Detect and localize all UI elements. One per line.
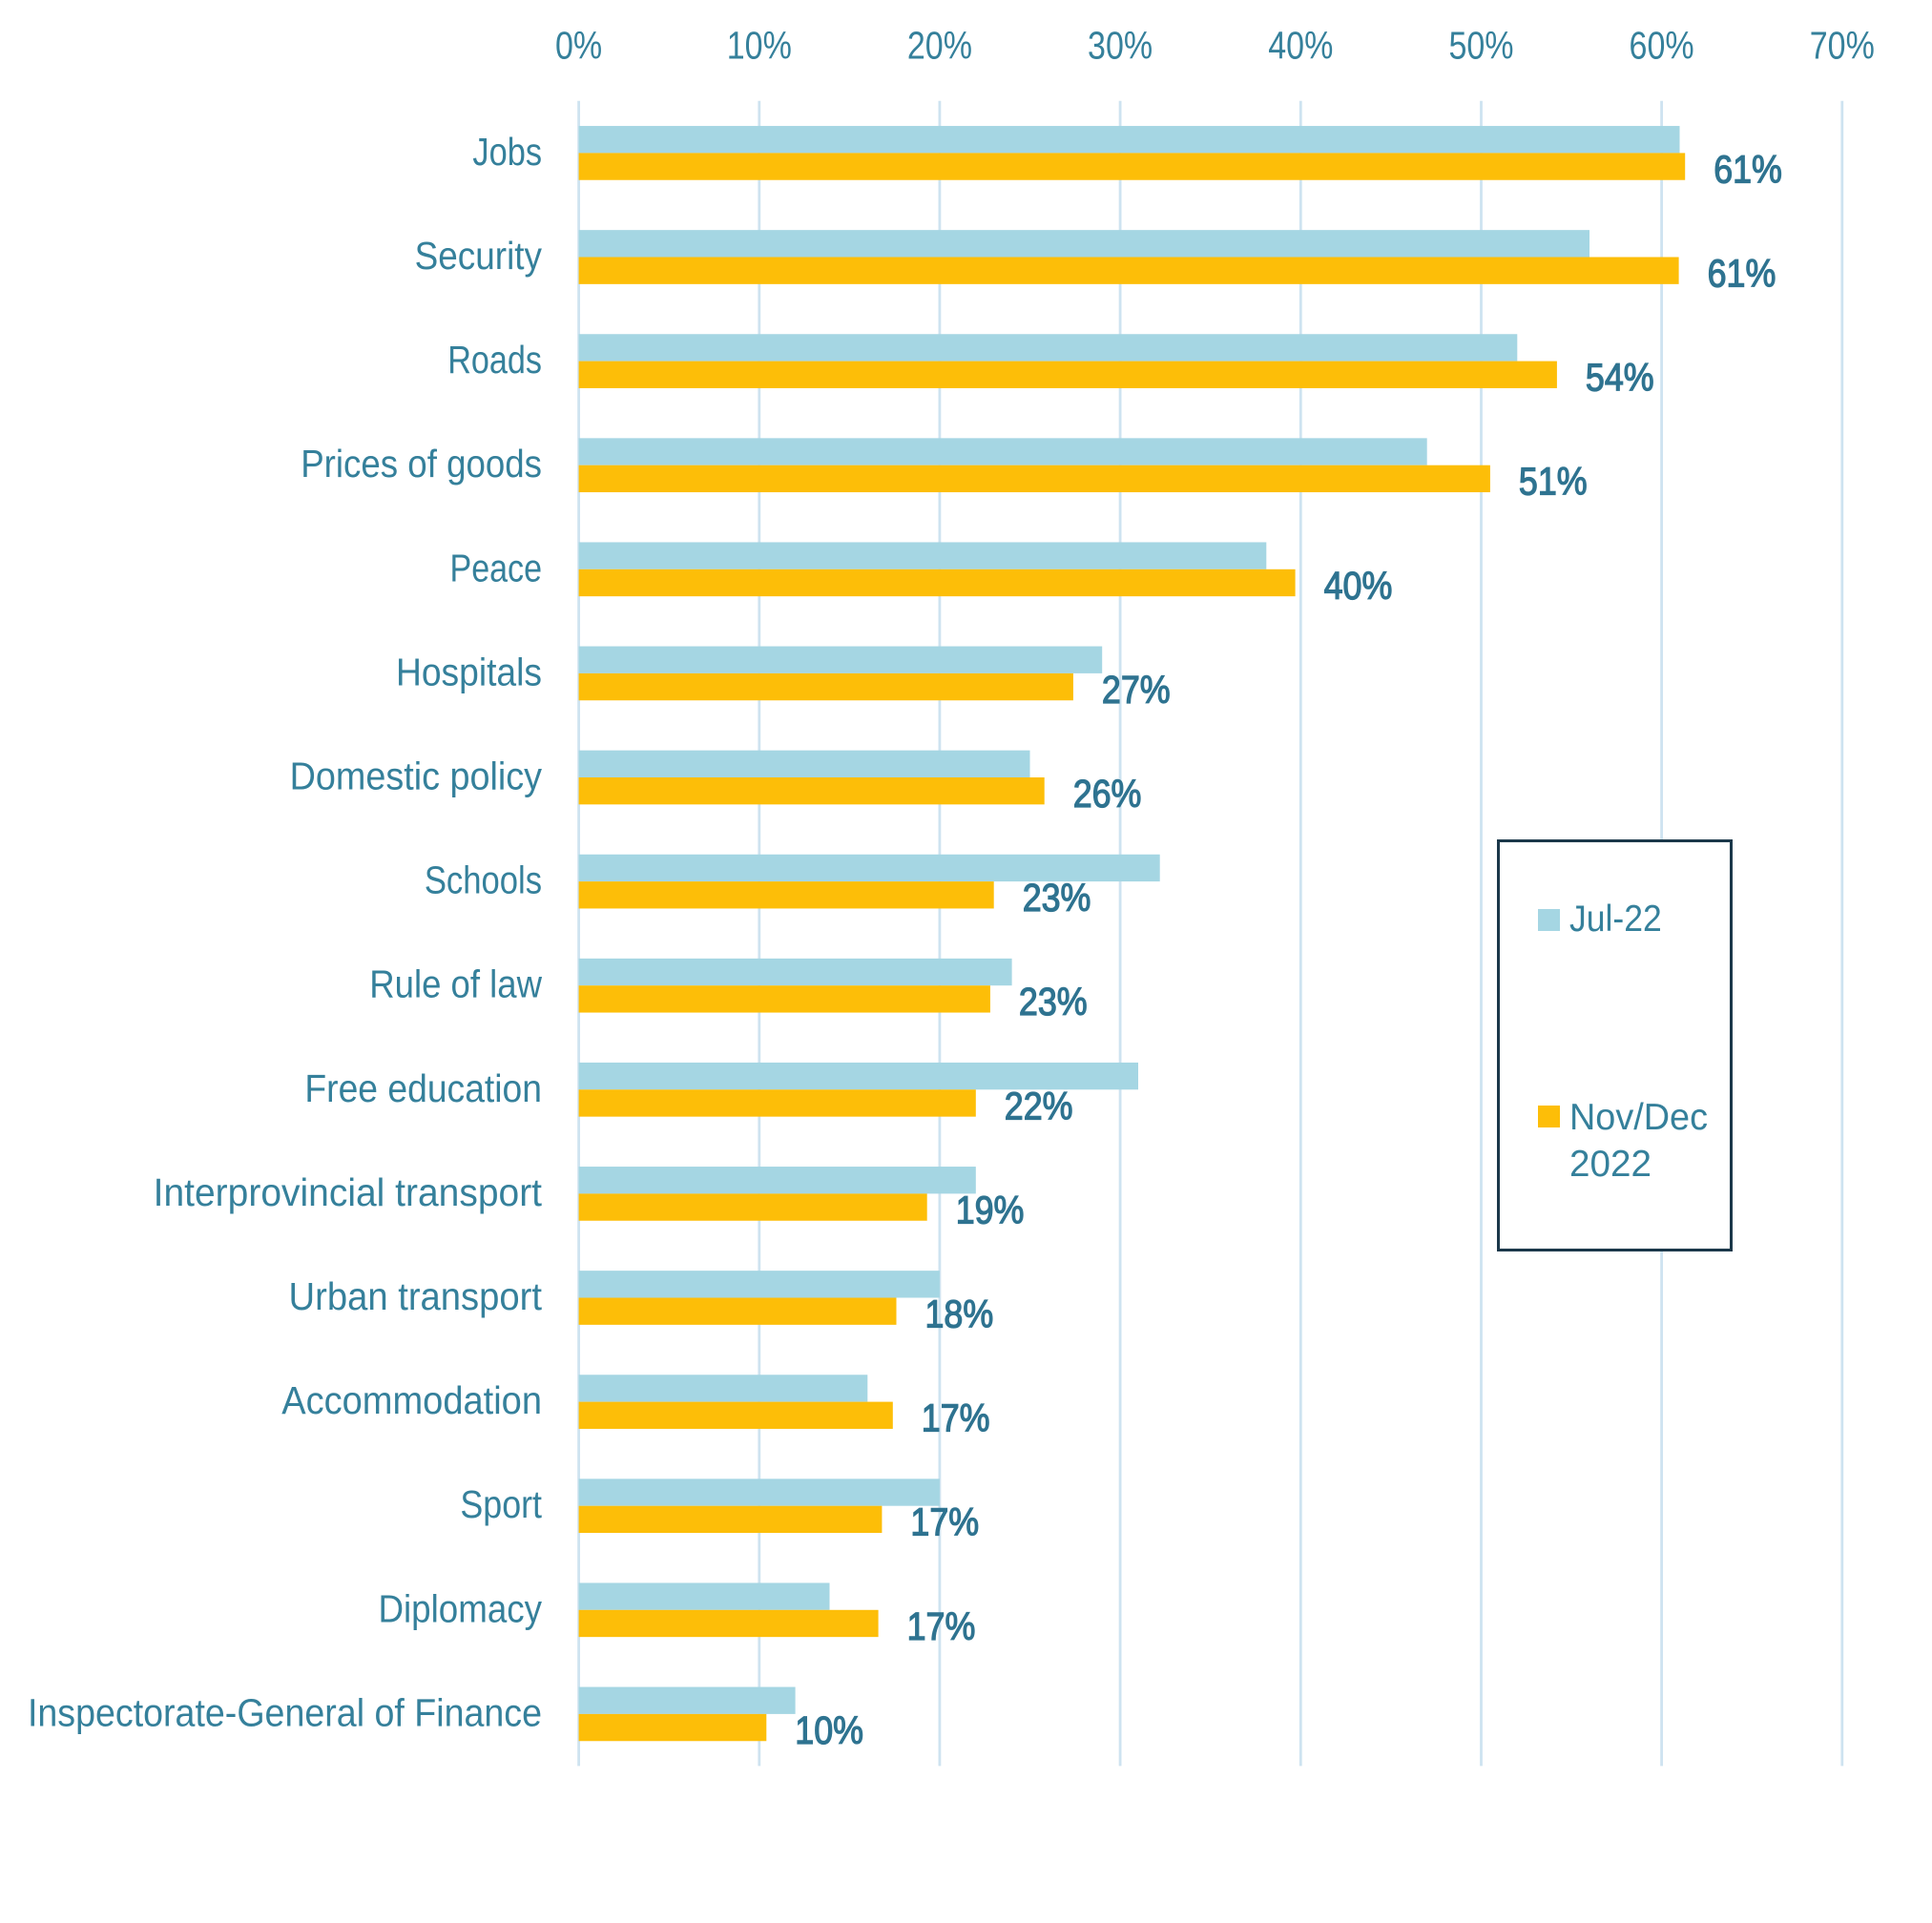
svg-text:23%: 23% (1019, 981, 1088, 1024)
svg-text:17%: 17% (907, 1605, 976, 1649)
svg-text:Inspectorate-General of Financ: Inspectorate-General of Finance (28, 1691, 542, 1735)
svg-text:40%: 40% (1268, 24, 1333, 68)
svg-text:27%: 27% (1102, 669, 1171, 713)
svg-text:Sport: Sport (460, 1483, 542, 1527)
svg-text:Schools: Schools (425, 859, 542, 902)
svg-text:51%: 51% (1519, 460, 1588, 504)
svg-text:Domestic policy: Domestic policy (290, 755, 543, 798)
svg-text:61%: 61% (1714, 148, 1782, 192)
svg-text:Jul-22: Jul-22 (1569, 897, 1662, 939)
svg-text:60%: 60% (1630, 24, 1694, 68)
svg-text:Roads: Roads (447, 338, 542, 382)
svg-text:10%: 10% (727, 24, 792, 68)
svg-text:20%: 20% (907, 24, 972, 68)
svg-text:10%: 10% (795, 1709, 863, 1753)
svg-text:Urban transport: Urban transport (289, 1275, 542, 1319)
svg-text:0%: 0% (555, 24, 602, 68)
svg-text:Hospitals: Hospitals (396, 651, 542, 694)
svg-text:17%: 17% (910, 1500, 979, 1544)
svg-text:Jobs: Jobs (472, 131, 542, 175)
svg-text:Security: Security (415, 235, 543, 278)
svg-text:Rule of law: Rule of law (369, 963, 543, 1006)
svg-text:2022: 2022 (1569, 1144, 1652, 1185)
svg-text:18%: 18% (925, 1292, 994, 1336)
svg-text:23%: 23% (1023, 877, 1091, 920)
svg-text:Diplomacy: Diplomacy (378, 1588, 542, 1631)
svg-text:Prices of goods: Prices of goods (301, 443, 542, 486)
svg-text:Accommodation: Accommodation (281, 1379, 542, 1423)
svg-text:61%: 61% (1708, 252, 1776, 296)
svg-text:17%: 17% (922, 1396, 990, 1440)
svg-text:22%: 22% (1005, 1085, 1073, 1128)
svg-text:40%: 40% (1324, 565, 1393, 609)
svg-text:Peace: Peace (449, 546, 542, 589)
svg-text:19%: 19% (956, 1189, 1025, 1232)
svg-text:54%: 54% (1586, 356, 1654, 400)
svg-text:Free education: Free education (304, 1067, 542, 1110)
svg-text:Nov/Dec: Nov/Dec (1569, 1096, 1708, 1138)
svg-text:50%: 50% (1448, 24, 1513, 68)
svg-text:30%: 30% (1088, 24, 1153, 68)
svg-text:26%: 26% (1073, 773, 1142, 817)
svg-text:70%: 70% (1810, 24, 1875, 68)
svg-text:Interprovincial transport: Interprovincial transport (154, 1171, 542, 1214)
